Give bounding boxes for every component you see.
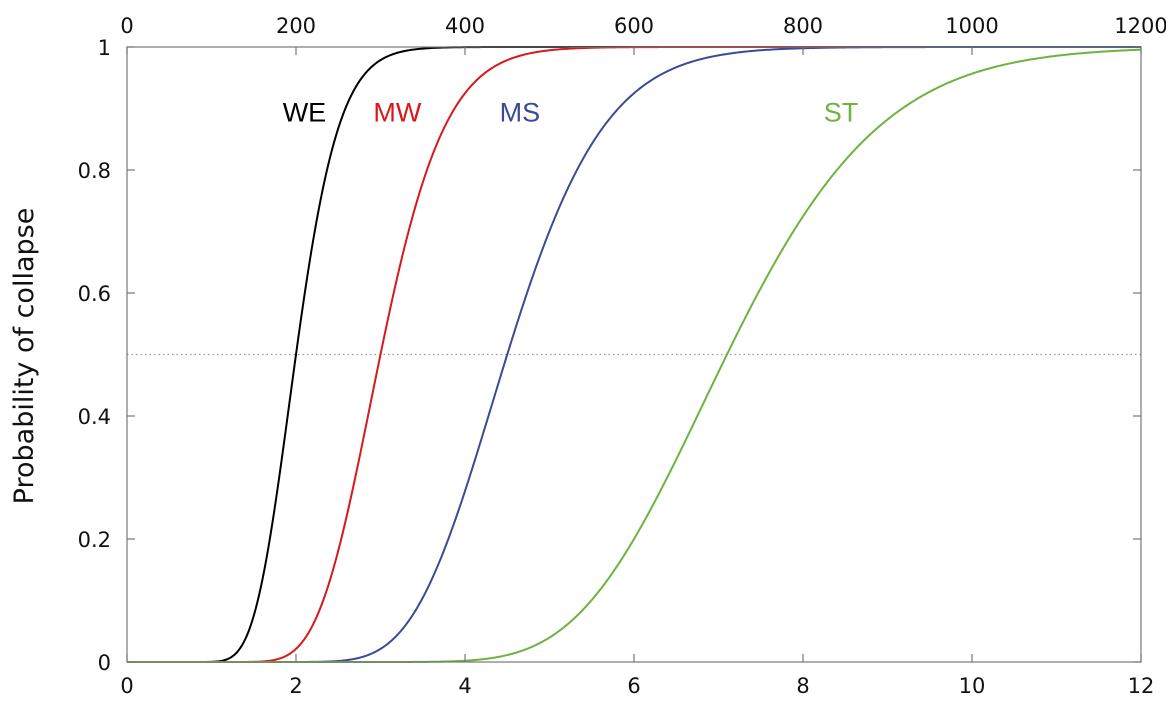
series-label-st: ST <box>824 98 859 128</box>
x-bottom-tick-label: 0 <box>120 674 133 698</box>
y-tick-label: 0 <box>98 651 111 675</box>
x-bottom-tick-label: 8 <box>796 674 809 698</box>
y-tick-label: 0.8 <box>78 159 111 183</box>
y-tick-label: 0.6 <box>78 282 111 306</box>
x-bottom-tick-label: 6 <box>627 674 640 698</box>
x-top-tick-label: 0 <box>120 14 133 38</box>
plot-background <box>127 47 1141 662</box>
plot-area <box>127 47 1141 662</box>
x-top-tick-label: 200 <box>276 14 316 38</box>
y-axis-title: Probability of collapse <box>9 208 40 505</box>
axis-ticks: 0 2 4 6 8 10 12 0 200 400 600 800 1000 1200 0 0.2 0.4 0.6… <box>78 14 1166 698</box>
x-top-tick-label: 600 <box>614 14 654 38</box>
x-top-tick-label: 1200 <box>1114 14 1166 38</box>
x-top-tick-label: 1000 <box>945 14 998 38</box>
series-label-we: WE <box>283 98 327 128</box>
y-tick-label: 0.2 <box>78 528 111 552</box>
x-bottom-tick-label: 12 <box>1128 674 1155 698</box>
x-bottom-tick-label: 4 <box>458 674 471 698</box>
series-label-ms: MS <box>500 98 541 128</box>
x-top-tick-label: 400 <box>445 14 485 38</box>
series-labels: WE MW MS ST <box>283 98 859 128</box>
x-top-tick-label: 800 <box>783 14 823 38</box>
series-label-mw: MW <box>373 98 421 128</box>
y-tick-label: 0.4 <box>78 405 111 429</box>
x-bottom-tick-label: 2 <box>289 674 302 698</box>
x-bottom-tick-label: 10 <box>959 674 986 698</box>
y-tick-label: 1 <box>98 36 111 60</box>
